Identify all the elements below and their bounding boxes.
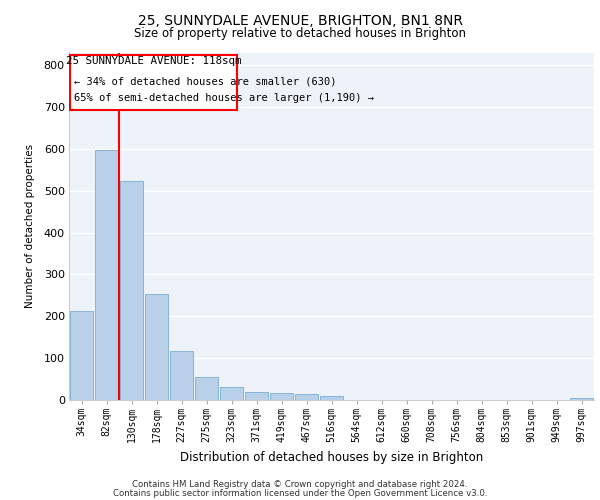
- Bar: [270, 393, 293, 400]
- Bar: [195, 377, 218, 400]
- Bar: [170, 351, 193, 400]
- Bar: [245, 392, 268, 400]
- Bar: [570, 398, 593, 400]
- X-axis label: Distribution of detached houses by size in Brighton: Distribution of detached houses by size …: [180, 450, 483, 464]
- Bar: [95, 150, 118, 400]
- Bar: [220, 386, 243, 400]
- Bar: [145, 294, 168, 400]
- Text: 25 SUNNYDALE AVENUE: 118sqm: 25 SUNNYDALE AVENUE: 118sqm: [65, 56, 241, 66]
- Text: ← 34% of detached houses are smaller (630): ← 34% of detached houses are smaller (63…: [74, 76, 337, 86]
- Bar: [320, 396, 343, 400]
- Text: Size of property relative to detached houses in Brighton: Size of property relative to detached ho…: [134, 28, 466, 40]
- Text: 25, SUNNYDALE AVENUE, BRIGHTON, BN1 8NR: 25, SUNNYDALE AVENUE, BRIGHTON, BN1 8NR: [137, 14, 463, 28]
- Bar: [70, 311, 93, 400]
- Bar: [295, 394, 318, 400]
- FancyBboxPatch shape: [70, 54, 236, 110]
- Bar: [120, 181, 143, 400]
- Text: Contains HM Land Registry data © Crown copyright and database right 2024.: Contains HM Land Registry data © Crown c…: [132, 480, 468, 489]
- Text: Contains public sector information licensed under the Open Government Licence v3: Contains public sector information licen…: [113, 488, 487, 498]
- Text: 65% of semi-detached houses are larger (1,190) →: 65% of semi-detached houses are larger (…: [74, 93, 374, 103]
- Y-axis label: Number of detached properties: Number of detached properties: [25, 144, 35, 308]
